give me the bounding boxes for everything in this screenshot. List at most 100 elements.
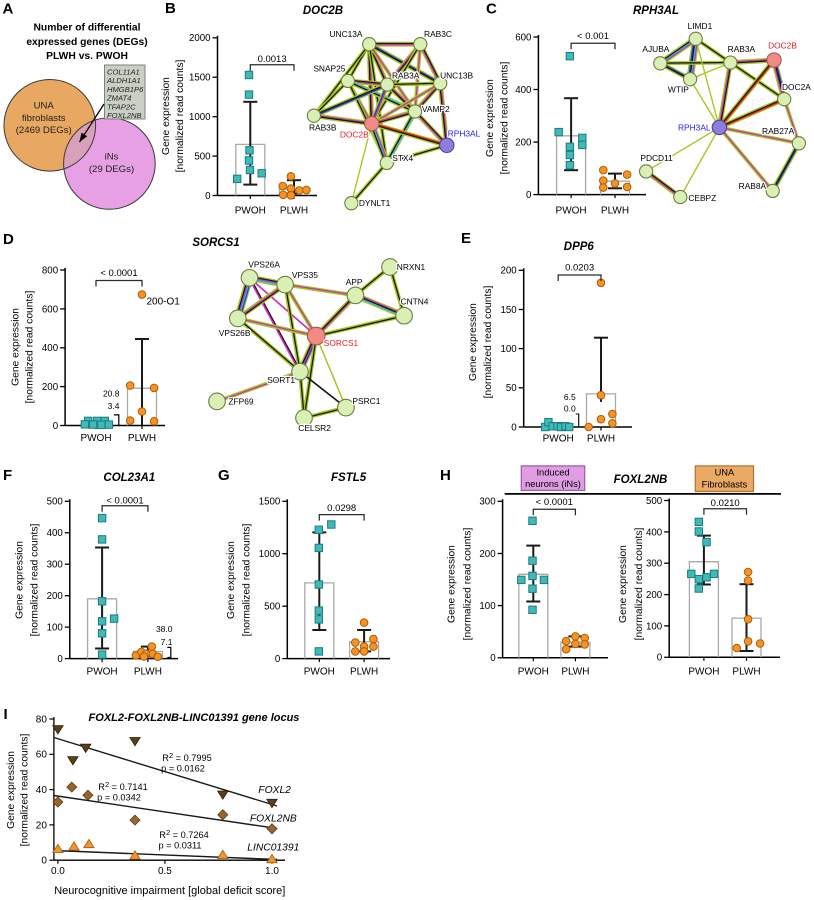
svg-text:VAMP2: VAMP2 — [422, 104, 450, 114]
svg-text:Neurocognitive impairment [glo: Neurocognitive impairment [global defici… — [54, 885, 285, 897]
svg-text:PWOH: PWOH — [688, 667, 719, 678]
svg-text:400: 400 — [42, 343, 59, 354]
svg-text:B: B — [165, 0, 176, 17]
svg-text:NRXN1: NRXN1 — [397, 262, 426, 272]
svg-text:1.0: 1.0 — [265, 866, 279, 877]
svg-text:p = 0.0342: p = 0.0342 — [97, 793, 141, 803]
svg-text:SORCS1: SORCS1 — [192, 237, 239, 249]
svg-text:HMGB1P6: HMGB1P6 — [107, 85, 144, 94]
svg-text:200: 200 — [646, 590, 663, 601]
svg-text:LINC01391: LINC01391 — [247, 843, 299, 854]
svg-text:0.0013: 0.0013 — [258, 54, 287, 65]
svg-text:0.0210: 0.0210 — [711, 498, 740, 509]
svg-text:3.4: 3.4 — [108, 401, 120, 411]
svg-text:PLWH vs. PWOH: PLWH vs. PWOH — [46, 51, 128, 62]
svg-text:500: 500 — [646, 496, 663, 507]
svg-text:PWOH: PWOH — [235, 206, 266, 217]
svg-text:A: A — [3, 1, 14, 18]
svg-text:500: 500 — [47, 497, 64, 508]
svg-text:PWOH: PWOH — [304, 667, 335, 678]
svg-text:Gene expression: Gene expression — [15, 541, 26, 619]
svg-text:800: 800 — [42, 265, 59, 276]
svg-text:PWOH: PWOH — [87, 667, 118, 678]
svg-text:[normalized read counts]: [normalized read counts] — [241, 523, 252, 636]
svg-text:Gene expression: Gene expression — [10, 308, 21, 386]
svg-text:200: 200 — [47, 591, 64, 602]
svg-text:[normalized read counts]: [normalized read counts] — [634, 527, 645, 640]
svg-text:< 0.0001: < 0.0001 — [536, 497, 573, 508]
svg-text:300: 300 — [479, 497, 496, 508]
svg-text:Gene expression: Gene expression — [6, 751, 17, 829]
svg-text:STX4: STX4 — [392, 153, 413, 163]
svg-text:Gene expression: Gene expression — [447, 545, 458, 623]
svg-text:PDCD11: PDCD11 — [640, 153, 673, 163]
svg-text:C: C — [486, 1, 497, 18]
svg-text:PLWH: PLWH — [601, 206, 629, 217]
svg-text:Gene expression: Gene expression — [161, 77, 172, 155]
svg-text:PLWH: PLWH — [587, 433, 615, 444]
svg-text:TFAP2C: TFAP2C — [107, 102, 136, 111]
svg-text:500: 500 — [194, 152, 211, 163]
svg-text:PLWH: PLWH — [732, 667, 760, 678]
svg-text:UNC13B: UNC13B — [440, 71, 473, 81]
svg-text:200-O1: 200-O1 — [147, 297, 181, 308]
svg-text:RPH3AL: RPH3AL — [633, 5, 679, 17]
svg-text:D: D — [3, 231, 14, 248]
svg-text:PWOH: PWOH — [80, 433, 111, 444]
svg-text:RAB3A: RAB3A — [728, 44, 756, 54]
svg-text:0.5: 0.5 — [158, 866, 172, 877]
svg-text:G: G — [218, 467, 230, 484]
svg-text:100: 100 — [479, 601, 496, 612]
svg-text:200: 200 — [479, 549, 496, 560]
svg-text:FOXL2: FOXL2 — [258, 785, 291, 796]
svg-text:100: 100 — [47, 623, 64, 634]
svg-text:DOC2A: DOC2A — [782, 82, 811, 92]
svg-text:I: I — [4, 706, 8, 723]
svg-text:CNTN4: CNTN4 — [401, 297, 429, 307]
svg-text:100: 100 — [501, 344, 518, 355]
svg-text:0: 0 — [41, 856, 47, 867]
svg-text:0: 0 — [57, 654, 63, 665]
svg-text:FSTL5: FSTL5 — [331, 472, 367, 484]
svg-text:0.0203: 0.0203 — [565, 263, 594, 274]
svg-text:PWOH: PWOH — [518, 667, 549, 678]
svg-text:2000: 2000 — [189, 33, 211, 44]
svg-text:SORCS1: SORCS1 — [324, 338, 359, 348]
svg-text:FOXL2NB: FOXL2NB — [107, 111, 142, 120]
svg-text:40: 40 — [36, 785, 48, 796]
svg-text:PLWH: PLWH — [561, 667, 589, 678]
svg-text:[normalized read counts]: [normalized read counts] — [500, 61, 511, 174]
svg-text:DOC2B: DOC2B — [768, 40, 797, 50]
svg-text:400: 400 — [515, 85, 532, 96]
svg-text:FOXL2NB: FOXL2NB — [250, 814, 297, 825]
svg-text:0: 0 — [526, 190, 532, 201]
svg-text:SORT1: SORT1 — [267, 375, 295, 385]
svg-text:0: 0 — [657, 653, 663, 664]
svg-text:LIMD1: LIMD1 — [688, 21, 713, 31]
svg-text:[normalized read counts]: [normalized read counts] — [25, 290, 36, 403]
svg-text:iNs: iNs — [105, 151, 119, 162]
svg-text:RAB3B: RAB3B — [309, 122, 337, 132]
svg-text:PSRC1: PSRC1 — [352, 396, 380, 406]
svg-text:(29 DEGs): (29 DEGs) — [89, 164, 134, 175]
svg-text:neurons (iNs): neurons (iNs) — [525, 479, 581, 489]
svg-text:200: 200 — [42, 382, 59, 393]
svg-text:0.0: 0.0 — [51, 866, 65, 877]
svg-text:DYNLT1: DYNLT1 — [359, 198, 391, 208]
svg-text:RAB3A: RAB3A — [392, 70, 420, 80]
svg-text:Induced: Induced — [536, 467, 569, 477]
svg-text:AJUBA: AJUBA — [642, 44, 669, 54]
svg-text:DOC2B: DOC2B — [303, 5, 343, 17]
svg-text:300: 300 — [646, 559, 663, 570]
svg-text:[normalized read counts]: [normalized read counts] — [463, 527, 474, 640]
svg-text:UNA: UNA — [715, 468, 735, 478]
svg-text:1000: 1000 — [189, 112, 211, 123]
svg-text:Gene expression: Gene expression — [618, 545, 629, 623]
svg-text:80: 80 — [36, 714, 48, 725]
svg-text:7.1: 7.1 — [161, 637, 173, 647]
svg-text:RPH3AL: RPH3AL — [678, 123, 711, 133]
svg-text:FOXL2-FOXL2NB-LINC01391 gene l: FOXL2-FOXL2NB-LINC01391 gene locus — [89, 712, 300, 724]
svg-text:COL23A1: COL23A1 — [103, 472, 155, 484]
svg-text:PLWH: PLWH — [280, 206, 308, 217]
svg-text:Gene expression: Gene expression — [226, 541, 237, 619]
